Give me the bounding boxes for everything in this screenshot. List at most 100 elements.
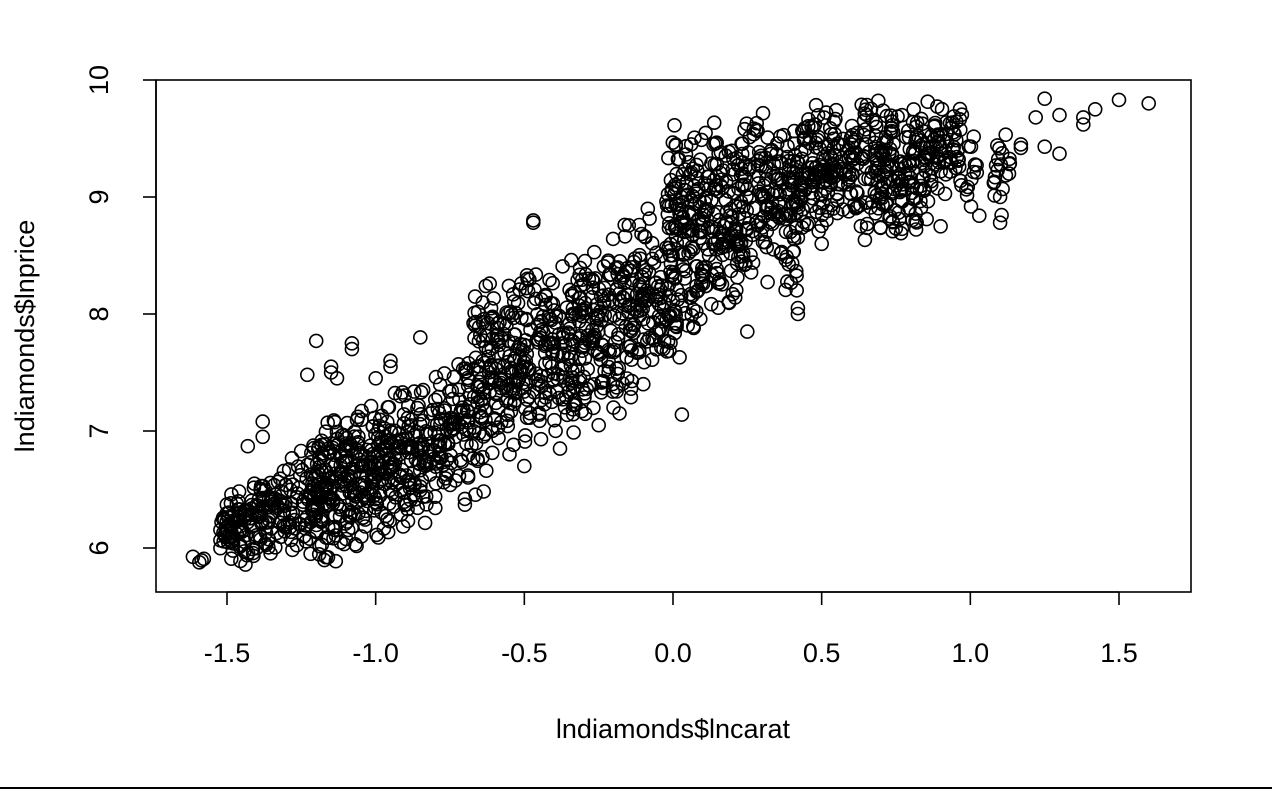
data-point [346,483,362,499]
data-point [412,435,428,451]
data-point [905,114,921,130]
data-point [586,400,601,416]
data-point [217,512,232,528]
data-point [684,308,700,323]
data-point [886,136,901,152]
x-tick-label: 1.0 [952,638,990,668]
data-point [998,127,1014,142]
data-point [306,499,322,515]
data-point [586,244,602,260]
data-point [673,287,689,303]
data-point [722,208,738,223]
data-point [496,358,512,374]
data-point [661,150,676,166]
data-point [651,297,667,312]
data-point [945,142,961,157]
data-point [1076,110,1091,125]
y-tick-label: 6 [84,540,114,555]
data-point [486,291,502,306]
data-point [282,505,298,521]
data-point [672,349,687,365]
data-point [481,365,497,380]
data-point [718,174,734,189]
data-point [391,426,407,441]
y-axis: 6 7 8 9 10 [84,65,157,556]
data-point [302,485,318,500]
data-point [522,405,538,421]
data-point [552,441,568,456]
data-point [617,229,633,244]
data-point [244,493,259,509]
data-point [517,401,533,417]
data-point [481,349,496,365]
data-point [669,319,684,335]
data-point [680,318,696,333]
data-point [320,519,336,535]
data-point [617,217,633,233]
data-point [500,418,516,434]
data-point [520,283,536,299]
data-point [338,516,353,531]
data-point [719,215,734,231]
data-point [493,330,509,346]
data-point [261,540,276,555]
data-point [380,524,396,540]
data-point [1037,139,1052,154]
data-point [640,316,656,331]
data-point [213,522,228,538]
data-point [885,223,900,239]
data-point [318,482,334,498]
data-point [919,211,935,227]
data-point [263,546,278,561]
data-point [858,122,873,137]
data-point [859,195,874,210]
data-point [478,278,494,294]
data-point [349,538,364,554]
data-point [691,223,707,239]
data-point [766,242,781,257]
data-point [285,542,300,558]
data-point [778,282,793,298]
data-point [517,434,533,449]
data-point [383,359,398,375]
data-point [786,244,802,259]
data-point [741,216,757,231]
data-point [542,272,557,288]
data-point [937,186,953,202]
data-point [382,513,398,529]
data-point [706,115,722,130]
data-point [674,203,689,219]
data-point [663,172,679,188]
data-point [711,146,726,161]
data-point [822,121,838,136]
data-point [326,413,342,428]
data-point [577,253,593,269]
data-point [577,390,592,405]
data-point [829,162,845,178]
data-point [633,297,649,313]
data-point [808,97,824,113]
data-point [383,353,398,369]
data-point [483,421,499,436]
data-point [1002,151,1017,167]
data-point [289,489,305,505]
x-tick-label: 0.5 [803,638,841,668]
data-point [748,122,764,137]
data-point [483,300,499,316]
data-point [753,215,768,230]
data-point [760,274,775,290]
data-point [670,152,686,167]
data-point [246,548,261,564]
data-point [565,288,580,304]
data-point [743,247,758,263]
data-point [532,413,547,429]
data-point [948,160,963,176]
y-tick-label: 9 [84,189,114,204]
data-point [461,355,476,371]
data-point [933,219,948,234]
data-point [828,102,844,118]
data-point [867,163,883,179]
data-point [411,455,426,471]
data-point [460,468,476,483]
data-point [814,207,830,223]
